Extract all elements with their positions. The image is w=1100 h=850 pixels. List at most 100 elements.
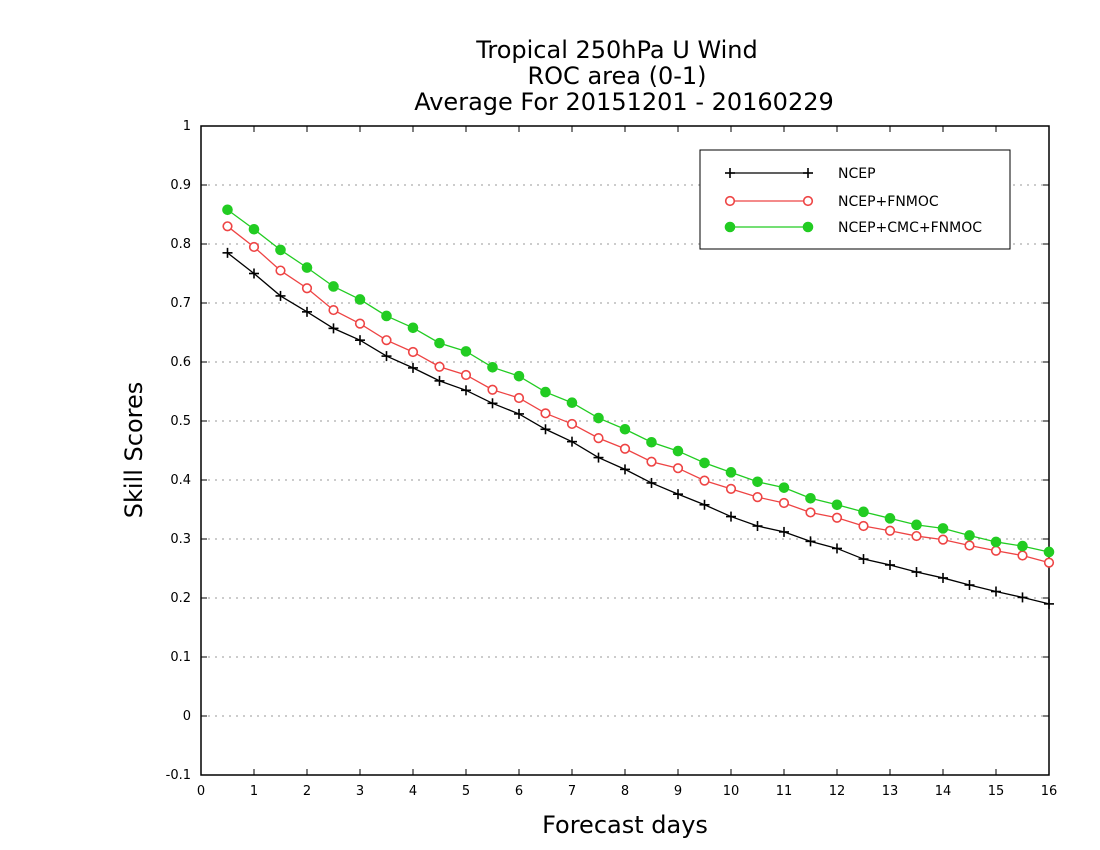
legend-item: NCEP (725, 166, 876, 182)
data-point (275, 290, 286, 301)
series-line (227, 209, 1050, 553)
data-point (1043, 546, 1055, 558)
y-tick-label: 0.9 (170, 178, 191, 193)
y-tick-label: 0.4 (170, 473, 191, 488)
data-point (461, 385, 471, 396)
data-point (1017, 592, 1028, 603)
data-point (566, 418, 578, 430)
data-point (275, 265, 286, 276)
data-point (1044, 598, 1054, 609)
data-point (514, 408, 524, 419)
data-point (434, 375, 445, 386)
data-point (540, 386, 551, 398)
chart-title-line-3: Average For 20151201 - 20160229 (414, 88, 834, 116)
x-tick-label: 3 (356, 784, 364, 799)
data-point (725, 467, 737, 478)
data-point (593, 412, 604, 424)
legend-marker (803, 168, 813, 178)
gridlines (201, 184, 1049, 717)
data-point (434, 337, 445, 349)
data-point (328, 304, 339, 316)
legend-label: NCEP+FNMOC (838, 194, 939, 210)
data-point (567, 436, 577, 447)
x-tick-label: 16 (1041, 784, 1058, 799)
y-tick-label: 0 (183, 709, 191, 724)
data-point (354, 318, 366, 329)
data-point (302, 306, 312, 317)
series-ncep-cmc-fnmoc (222, 204, 1055, 558)
data-point (248, 223, 260, 235)
y-tick-label: 0.5 (170, 414, 191, 429)
x-tick-label: 4 (409, 784, 417, 799)
y-tick-label: 0.3 (170, 532, 191, 547)
data-point (964, 540, 975, 551)
data-point (1043, 557, 1055, 568)
series-line (227, 252, 1050, 605)
data-point (858, 506, 869, 518)
x-tick-label: 2 (303, 784, 311, 799)
data-point (831, 512, 843, 523)
data-point (407, 322, 419, 334)
data-point (884, 513, 896, 524)
legend-item: NCEP+FNMOC (724, 194, 939, 210)
data-point (540, 424, 551, 435)
data-point (620, 464, 630, 475)
data-point (672, 445, 684, 457)
y-tick-label: 0.7 (170, 296, 191, 311)
y-axis-title: Skill Scores (120, 382, 148, 519)
data-point (487, 398, 498, 409)
data-point (911, 567, 922, 578)
data-point (328, 323, 339, 334)
x-tick-label: 11 (776, 784, 793, 799)
data-point (990, 545, 1002, 556)
x-tick-label: 13 (882, 784, 899, 799)
data-point (779, 526, 789, 537)
data-point (805, 492, 816, 504)
x-tick-label: 15 (988, 784, 1005, 799)
data-point (593, 433, 604, 444)
data-point (832, 543, 842, 554)
legend-box (699, 149, 1011, 250)
legend-marker (725, 168, 735, 178)
legend-marker (802, 221, 814, 233)
data-point (884, 525, 896, 536)
data-point (619, 443, 631, 454)
y-tick-label: 0.8 (170, 237, 191, 252)
data-point (699, 475, 710, 486)
data-point (566, 397, 578, 409)
data-point (1017, 550, 1028, 561)
data-point (248, 241, 260, 253)
data-point (673, 489, 683, 500)
legend-marker (724, 221, 736, 233)
data-point (460, 346, 472, 357)
data-point (381, 351, 392, 362)
data-point (726, 511, 736, 522)
data-point (805, 536, 816, 547)
y-tick-label: 0.1 (170, 650, 191, 665)
chart-title-line-2: ROC area (0-1) (527, 62, 706, 90)
data-point (434, 361, 445, 372)
data-point (408, 362, 418, 373)
x-tick-label: 14 (935, 784, 952, 799)
data-point (752, 521, 763, 532)
legend-label: NCEP (838, 166, 876, 182)
data-point (672, 463, 684, 474)
data-point (778, 482, 790, 493)
legend-marker (724, 195, 736, 207)
data-point (222, 247, 233, 258)
data-point (301, 262, 313, 273)
data-point (646, 436, 657, 448)
data-point (699, 499, 710, 510)
x-tick-label: 8 (621, 784, 629, 799)
data-point (222, 204, 233, 216)
data-point (964, 580, 975, 591)
legend-marker (802, 195, 814, 207)
data-point (619, 423, 631, 435)
y-tick-label: 1 (183, 119, 191, 134)
x-tick-label: 5 (462, 784, 470, 799)
data-point (407, 346, 419, 358)
legend-label: NCEP+CMC+FNMOC (838, 220, 982, 236)
data-point (646, 477, 657, 488)
series-ncep-fnmoc (222, 221, 1055, 568)
